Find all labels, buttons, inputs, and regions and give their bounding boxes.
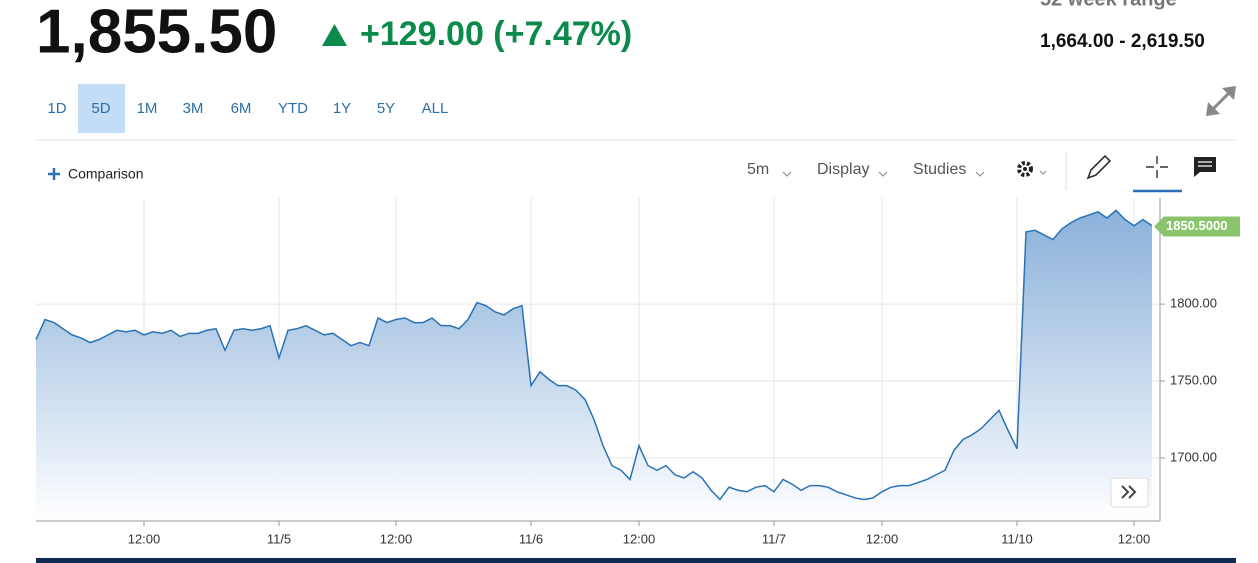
display-label: Display <box>817 161 869 178</box>
range-button[interactable]: 1M <box>137 100 158 117</box>
range-button[interactable]: 5D <box>91 100 110 117</box>
y-tick-label: 1700.00 <box>1170 449 1217 464</box>
display-dropdown[interactable]: Display <box>817 161 888 178</box>
price: 1,855.50 <box>36 0 277 66</box>
draw-icon[interactable] <box>1086 154 1112 180</box>
chart: 1700.00 1750.00 1800.00 12:00 11/5 12:00 11/6 1… <box>35 198 1240 546</box>
range-value: 1,664.00 - 2,619.50 <box>1040 31 1205 52</box>
x-tick-label: 12:00 <box>623 531 656 546</box>
range-buttons: 1D 5D 1M 3M 6M YTD 1Y 5Y ALL <box>47 84 448 133</box>
last-price-label: 1850.5000 <box>1166 218 1227 233</box>
bottom-bar <box>36 558 1236 563</box>
expand-icon[interactable] <box>1206 86 1236 116</box>
interval-dropdown[interactable]: 5m <box>747 161 792 178</box>
x-tick-label: 12:00 <box>1118 531 1151 546</box>
range-button[interactable]: 5Y <box>377 100 395 117</box>
last-price-tag <box>1154 216 1240 237</box>
price-area <box>36 210 1152 522</box>
y-tick-label: 1800.00 <box>1170 296 1217 311</box>
interval-label: 5m <box>747 161 769 178</box>
range-button[interactable]: 1D <box>47 100 66 117</box>
x-tick-label: 12:00 <box>128 531 161 546</box>
x-tick-label: 12:00 <box>866 531 899 546</box>
comparison-button[interactable]: Comparison <box>48 166 143 182</box>
range-button[interactable]: YTD <box>278 100 308 117</box>
x-tick-label: 11/10 <box>1001 531 1033 546</box>
range-button[interactable]: 3M <box>183 100 204 117</box>
x-tick-label: 11/7 <box>762 531 786 546</box>
y-tick-label: 1750.00 <box>1170 372 1217 387</box>
x-tick-label: 12:00 <box>380 531 413 546</box>
x-tick-label: 11/6 <box>519 531 543 546</box>
scroll-button[interactable] <box>1110 477 1149 508</box>
price-line <box>35 209 1153 501</box>
range-button[interactable]: 6M <box>231 100 252 117</box>
studies-dropdown[interactable]: Studies <box>913 161 985 178</box>
comparison-label: Comparison <box>68 166 143 182</box>
price-change: +129.00 (+7.47%) <box>360 15 632 53</box>
studies-label: Studies <box>913 161 966 178</box>
x-tick-label: 11/5 <box>267 531 291 546</box>
range-button[interactable]: 1Y <box>333 100 351 117</box>
comment-icon[interactable] <box>1194 157 1216 177</box>
crosshair-icon[interactable] <box>1133 156 1182 193</box>
up-arrow <box>322 24 347 46</box>
range-highlight <box>78 84 125 133</box>
range-title: 52 week range <box>1040 0 1177 10</box>
settings-icon[interactable] <box>1017 161 1047 177</box>
range-button[interactable]: ALL <box>422 100 449 117</box>
